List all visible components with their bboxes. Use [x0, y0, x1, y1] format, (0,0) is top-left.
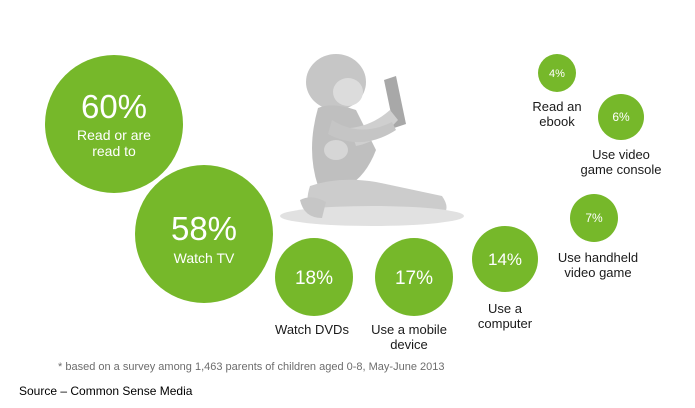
bubble-circle: [538, 54, 576, 92]
bubble-value-label: 4%: [549, 68, 565, 80]
bubble-category-label: Use video game console: [581, 147, 662, 177]
child-illustration: [280, 54, 464, 226]
bubble-value-label: 60%: [81, 88, 147, 125]
bubble: 6% Use video game console: [581, 94, 662, 177]
bubble-value-label: 18%: [295, 268, 333, 289]
bubble-value-label: 7%: [585, 211, 603, 225]
bubble-category-label: Use a computer: [478, 301, 533, 331]
bubble-value-label: 58%: [171, 210, 237, 247]
source-credit: Source – Common Sense Media: [19, 384, 193, 398]
bubble-circle: [598, 94, 644, 140]
bubble-category-label: Use a mobile device: [371, 322, 447, 352]
bubble: 14% Use a computer: [472, 226, 538, 331]
bubble: 58% Watch TV: [135, 165, 273, 303]
bubble-circle: [375, 238, 453, 316]
bubble: 7% Use handheld video game: [558, 194, 638, 280]
bubble-value-label: 17%: [395, 268, 433, 289]
bubble-circle: [472, 226, 538, 292]
bubble-value-label: 6%: [612, 110, 630, 124]
bubble: 17% Use a mobile device: [371, 238, 453, 352]
bubble-circle: [570, 194, 618, 242]
bubble-circle: [135, 165, 273, 303]
bubble-category-label: Use handheld video game: [558, 250, 638, 280]
bubble: 4% Read an ebook: [532, 54, 582, 129]
bubble: 60%Read or are read to: [45, 55, 183, 193]
bubble-circle: [45, 55, 183, 193]
footnote: * based on a survey among 1,463 parents …: [58, 361, 445, 373]
bubble-category-label: Read or are read to: [77, 127, 151, 159]
bubble-circle: [275, 238, 353, 316]
bubble-category-label: Watch DVDs: [275, 322, 349, 337]
bubble-category-label: Read an ebook: [532, 99, 581, 129]
bubble: 18% Watch DVDs: [275, 238, 353, 337]
bubble-category-label: Watch TV: [174, 250, 235, 266]
bubble-value-label: 14%: [488, 250, 522, 269]
